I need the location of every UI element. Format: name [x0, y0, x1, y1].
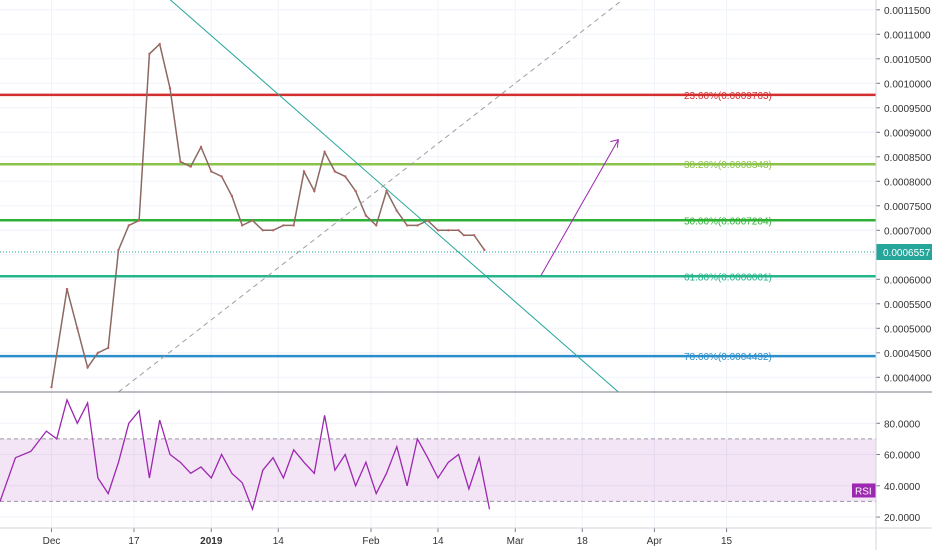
- price-point: [137, 219, 141, 222]
- price-point: [107, 346, 110, 350]
- time-tick-label: 2019: [200, 536, 223, 547]
- price-series: [50, 42, 486, 389]
- price-tick-label: 0.0006000: [884, 275, 932, 286]
- price-point: [472, 234, 476, 237]
- price-tick-label: 0.0007000: [884, 226, 932, 237]
- price-tick-label: 0.0010500: [884, 55, 932, 66]
- last-price-label: 0.0006557: [883, 248, 931, 259]
- price-tick-label: 0.0010000: [884, 79, 932, 90]
- arrow-head: [610, 138, 619, 148]
- last-price-box: [876, 244, 932, 261]
- price-point: [313, 189, 316, 193]
- grid: [0, 0, 876, 528]
- trend-lines: [118, 0, 624, 393]
- price-tick-label: 0.0005000: [884, 324, 932, 335]
- fib-level-label: 38.20%(0.0008348): [684, 160, 772, 171]
- price-point: [375, 224, 378, 227]
- price-tick-label: 0.0007500: [884, 202, 932, 213]
- time-tick-label: 14: [273, 536, 285, 547]
- price-tick-label: 0.0011500: [884, 6, 931, 17]
- price-point: [333, 170, 337, 173]
- price-point: [426, 219, 429, 222]
- rsi-tick-label: 20.0000: [884, 513, 921, 524]
- trend-line-projection-arrow: [540, 139, 619, 276]
- price-point: [261, 229, 264, 232]
- fib-levels: 23.60%(0.0009763) 38.20%(0.0008348) 50.00%…: [0, 91, 876, 363]
- price-point: [457, 229, 460, 232]
- price-point: [344, 175, 347, 178]
- price-tick-label: 0.0005500: [884, 300, 932, 311]
- rsi-band-lines: [0, 438, 876, 502]
- rsi-series: [0, 397, 491, 512]
- rsi-label: RSI: [855, 486, 872, 497]
- price-point: [168, 87, 172, 90]
- price-point: [96, 351, 100, 354]
- price-point: [76, 327, 79, 330]
- price-point: [241, 224, 244, 227]
- time-tick-label: 15: [721, 536, 733, 547]
- time-tick-label: 14: [432, 536, 444, 547]
- fib-level-label: 50.00%(0.0007204): [684, 216, 772, 227]
- price-point: [395, 209, 398, 212]
- price-tick-label: 0.0009000: [884, 128, 932, 139]
- price-axis[interactable]: 0.0011500 0.0011000 0.0010500 0.0010000 0.00…: [876, 6, 932, 385]
- price-point: [230, 194, 234, 198]
- price-point: [416, 224, 419, 227]
- price-point: [86, 366, 89, 369]
- price-point: [210, 170, 213, 173]
- time-tick-label: Mar: [507, 536, 525, 547]
- price-point: [220, 175, 223, 178]
- rsi-axis[interactable]: 80.0000 60.0000 40.0000 20.0000 RSI: [852, 419, 921, 524]
- fib-level-label: 61.80%(0.0006061): [684, 272, 772, 283]
- time-tick-label: Dec: [43, 536, 61, 547]
- rsi-label-box: [852, 483, 876, 498]
- price-tick-label: 0.0011000: [884, 30, 931, 41]
- price-point: [462, 234, 465, 237]
- price-point: [271, 229, 275, 232]
- time-tick-label: Apr: [647, 536, 663, 547]
- price-point: [302, 170, 306, 173]
- price-tick-label: 0.0004000: [884, 373, 932, 384]
- fib-level-label: 78.60%(0.0004432): [684, 352, 772, 363]
- price-tick-label: 0.0008000: [884, 177, 932, 188]
- time-tick-label: 17: [128, 536, 140, 547]
- price-point: [364, 214, 368, 217]
- price-point: [189, 165, 192, 168]
- price-point: [148, 52, 151, 56]
- rsi-line: [0, 397, 491, 512]
- rsi-tick-label: 40.0000: [884, 482, 921, 493]
- rsi-tick-label: 80.0000: [884, 419, 921, 430]
- price-point: [251, 219, 254, 222]
- price-point: [292, 224, 295, 227]
- price-point: [447, 229, 450, 232]
- price-point: [50, 385, 53, 389]
- rsi-band: [0, 438, 876, 502]
- price-tick-label: 0.0004500: [884, 349, 932, 360]
- price-tick-label: 0.0009500: [884, 104, 932, 115]
- price-tick-label: 0.0008500: [884, 153, 932, 164]
- price-point: [179, 160, 182, 163]
- time-axis[interactable]: Dec 17 2019 14 Feb 14 Mar 18 Apr 15: [43, 528, 733, 547]
- price-point: [483, 248, 486, 252]
- price-point: [158, 42, 161, 46]
- price-point: [127, 224, 130, 227]
- price-point: [282, 224, 285, 227]
- fib-level-label: 23.60%(0.0009763): [684, 91, 772, 102]
- price-point: [199, 145, 203, 149]
- time-tick-label: Feb: [362, 536, 380, 547]
- price-point: [436, 229, 440, 232]
- price-point: [117, 248, 120, 252]
- price-point: [354, 189, 357, 193]
- price-point: [323, 150, 326, 154]
- trend-line-downtrend: [169, 0, 619, 393]
- price-point: [405, 224, 409, 227]
- price-point: [65, 287, 69, 291]
- price-point: [385, 189, 388, 193]
- time-tick-label: 18: [577, 536, 589, 547]
- rsi-tick-label: 60.0000: [884, 451, 921, 462]
